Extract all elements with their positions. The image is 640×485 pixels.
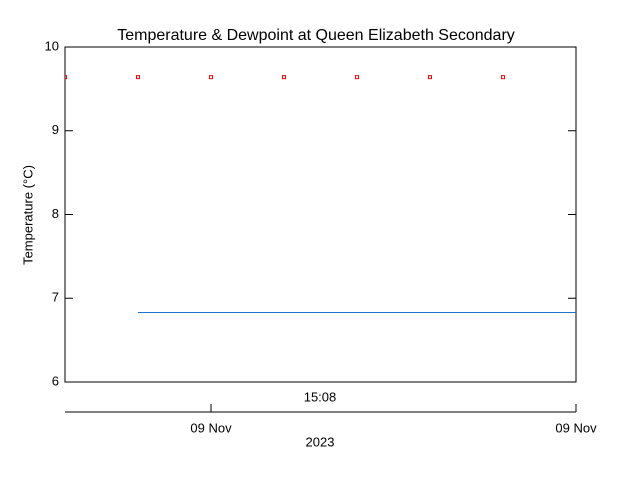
y-tick-label: 7 <box>52 290 59 305</box>
x-tick-label: 09 Nov <box>190 420 232 435</box>
chart-title: Temperature & Dewpoint at Queen Elizabet… <box>117 27 515 44</box>
y-tick-label: 9 <box>52 122 59 137</box>
data-point <box>282 75 286 80</box>
year-label: 2023 <box>306 434 335 449</box>
y-tick-label: 10 <box>45 38 59 53</box>
data-point <box>501 75 505 80</box>
data-point <box>136 75 140 80</box>
plot-area <box>65 75 576 313</box>
y-tick-label: 8 <box>52 206 59 221</box>
data-point <box>65 75 67 80</box>
y-tick-label: 6 <box>52 373 59 388</box>
x-tick-label: 09 Nov <box>555 420 597 435</box>
data-point <box>428 75 432 80</box>
y-axis-label: Temperature (°C) <box>20 165 35 265</box>
data-point <box>355 75 359 80</box>
time-label: 15:08 <box>304 389 337 404</box>
data-point <box>209 75 213 80</box>
